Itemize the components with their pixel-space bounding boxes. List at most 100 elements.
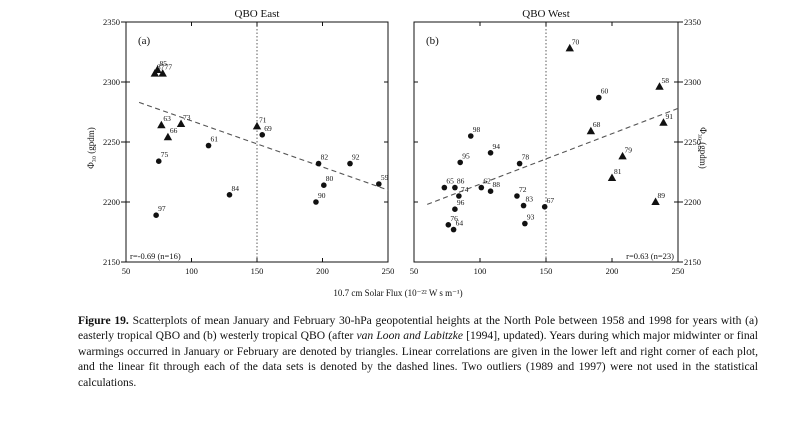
figure-label: Figure 19. <box>78 314 129 327</box>
point-label: 81 <box>614 167 622 176</box>
point-circle <box>452 184 458 191</box>
point-triangle <box>618 151 627 160</box>
point-label: 84 <box>231 184 239 193</box>
point-label: 83 <box>526 195 534 204</box>
point-label: 96 <box>457 198 465 207</box>
point-label: 95 <box>462 151 470 160</box>
point-label: 74 <box>461 185 469 194</box>
point-triangle <box>651 197 660 205</box>
x-tick-label: 100 <box>474 266 487 276</box>
point-label: 64 <box>456 219 464 228</box>
y-tick-label: 2200 <box>684 197 701 207</box>
point-label: 77 <box>165 63 173 72</box>
point-triangle <box>586 126 596 135</box>
panel-label-west: (b) <box>426 35 439 47</box>
point-label: 69 <box>264 124 272 133</box>
fit-line-west <box>427 107 679 205</box>
x-tick-label: 150 <box>251 266 264 276</box>
point-circle <box>259 132 266 138</box>
figure-caption: Figure 19. Scatterplots of mean January … <box>78 313 758 390</box>
point-label: 61 <box>211 135 219 144</box>
x-tick-label: 150 <box>540 266 553 276</box>
fit-line-east <box>138 101 389 191</box>
point-label: 94 <box>493 142 501 151</box>
point-label: 91 <box>665 112 673 121</box>
point-label: 98 <box>473 125 481 134</box>
point-circle <box>347 160 353 167</box>
point-label: 58 <box>662 76 670 85</box>
caption-text: Scatterplots of mean January and Februar… <box>78 314 758 389</box>
y-tick-label: 2350 <box>684 17 701 27</box>
point-triangle <box>655 82 664 90</box>
point-triangle <box>565 43 574 52</box>
point-label: 93 <box>527 213 535 222</box>
panel-qbo-east: QBO East (a) 50 100 150 200 250 2150 2200 2250 230… <box>103 8 394 276</box>
point-triangle <box>252 121 262 130</box>
x-tick-label: 200 <box>316 266 329 276</box>
caption-segment: van Loon and Labitzke <box>356 329 464 343</box>
point-circle <box>441 184 448 191</box>
y-tick-label: 2350 <box>103 17 120 27</box>
point-label: 92 <box>352 153 360 162</box>
point-triangle <box>158 69 167 77</box>
shared-x-axis-label: 10.7 cm Solar Flux (10⁻²² W s m⁻¹) <box>333 288 462 298</box>
panel-title-east: QBO East <box>235 8 280 20</box>
point-label: 62 <box>483 177 491 186</box>
point-circle <box>153 212 159 218</box>
point-triangle <box>150 69 160 77</box>
point-label: 60 <box>601 87 609 96</box>
point-circle <box>467 133 474 139</box>
point-circle <box>155 158 162 164</box>
caption-segment: [1994], updated). Years during which maj… <box>78 329 758 389</box>
x-tick-label: 250 <box>672 266 685 276</box>
panel-label-east: (a) <box>138 35 151 47</box>
point-label: 71 <box>259 115 267 124</box>
point-circle <box>321 182 327 188</box>
y-tick-label: 2200 <box>103 197 120 207</box>
point-label: 72 <box>519 185 527 194</box>
point-circle <box>452 206 458 212</box>
x-tick-label: 50 <box>410 266 419 276</box>
point-label: 68 <box>593 120 601 129</box>
point-label: 86 <box>457 177 465 186</box>
y-tick-label: 2150 <box>103 257 120 267</box>
point-circle <box>487 150 494 156</box>
y-axis-label-left: Φ₃₀ (gpdm) <box>86 127 96 169</box>
point-label: 88 <box>493 180 501 189</box>
point-circle <box>487 188 494 194</box>
point-label: 82 <box>321 153 329 162</box>
point-circle <box>456 193 462 199</box>
point-triangle <box>157 120 166 129</box>
y-tick-label: 2250 <box>684 137 701 147</box>
point-circle <box>541 204 548 210</box>
panel-title-west: QBO West <box>522 8 570 20</box>
point-circle <box>522 220 528 227</box>
point-label: 79 <box>625 145 633 154</box>
point-circle <box>315 160 322 167</box>
y-tick-label: 2250 <box>103 137 120 147</box>
point-circle <box>313 199 319 205</box>
y-axis-label-right: Φ₃₀ (gpdm) <box>698 127 708 169</box>
point-label: 75 <box>161 150 169 159</box>
x-tick-label: 50 <box>122 266 131 276</box>
point-label: 80 <box>326 174 334 183</box>
point-label: 59 <box>381 173 389 182</box>
x-tick-label: 250 <box>382 266 395 276</box>
point-circle <box>445 222 452 228</box>
point-circle <box>514 193 520 199</box>
point-circle <box>478 184 485 191</box>
caption-segment: Scatterplots of mean January and Februar… <box>78 314 758 343</box>
y-tick-label: 2300 <box>684 77 701 87</box>
point-circle <box>457 159 464 166</box>
point-label: 89 <box>658 191 666 200</box>
correlation-text-west: r=0.63 (n=23) <box>626 251 674 261</box>
point-label: 87 <box>157 63 165 72</box>
x-tick-label: 100 <box>185 266 198 276</box>
point-circle <box>516 160 523 167</box>
point-label: 67 <box>547 196 555 205</box>
scatter-figure: QBO East (a) 50 100 150 200 250 2150 2200 2250 230… <box>86 8 708 298</box>
point-circle <box>205 142 212 149</box>
point-triangle <box>163 132 173 141</box>
point-circle <box>226 192 233 198</box>
